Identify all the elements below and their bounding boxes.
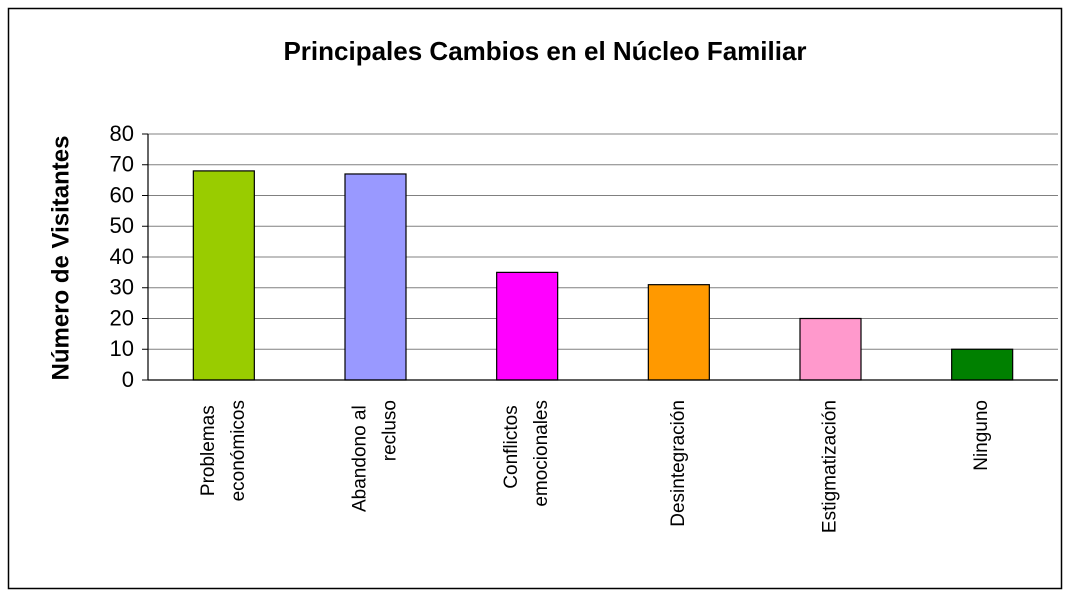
x-tick-label: Abandono al recluso xyxy=(350,400,401,512)
y-tick-label: 10 xyxy=(110,336,134,361)
y-tick-label: 20 xyxy=(110,305,134,330)
bar xyxy=(192,170,255,381)
y-tick-label: 60 xyxy=(110,182,134,207)
x-tick-label: Estigmatización xyxy=(820,400,841,533)
y-axis-label: Número de Visitantes xyxy=(47,136,74,381)
y-tick-label: 30 xyxy=(110,275,134,300)
y-tick-label: 50 xyxy=(110,213,134,238)
bar xyxy=(344,173,407,381)
y-tick-label: 80 xyxy=(110,121,134,146)
chart-title: Principales Cambios en el Núcleo Familia… xyxy=(283,36,806,66)
y-tick-label: 40 xyxy=(110,244,134,269)
y-tick-label: 0 xyxy=(122,367,134,392)
x-tick-label: Conflictos emocionales xyxy=(501,400,552,507)
bar xyxy=(799,317,862,381)
y-tick-label: 70 xyxy=(110,152,134,177)
bar xyxy=(647,284,710,381)
bar xyxy=(951,348,1014,381)
x-tick-label: Desintegración xyxy=(668,400,689,527)
x-tick-label: Ninguno xyxy=(971,400,992,471)
x-tick-label: Problemas económicos xyxy=(198,400,249,501)
bar xyxy=(496,271,559,381)
